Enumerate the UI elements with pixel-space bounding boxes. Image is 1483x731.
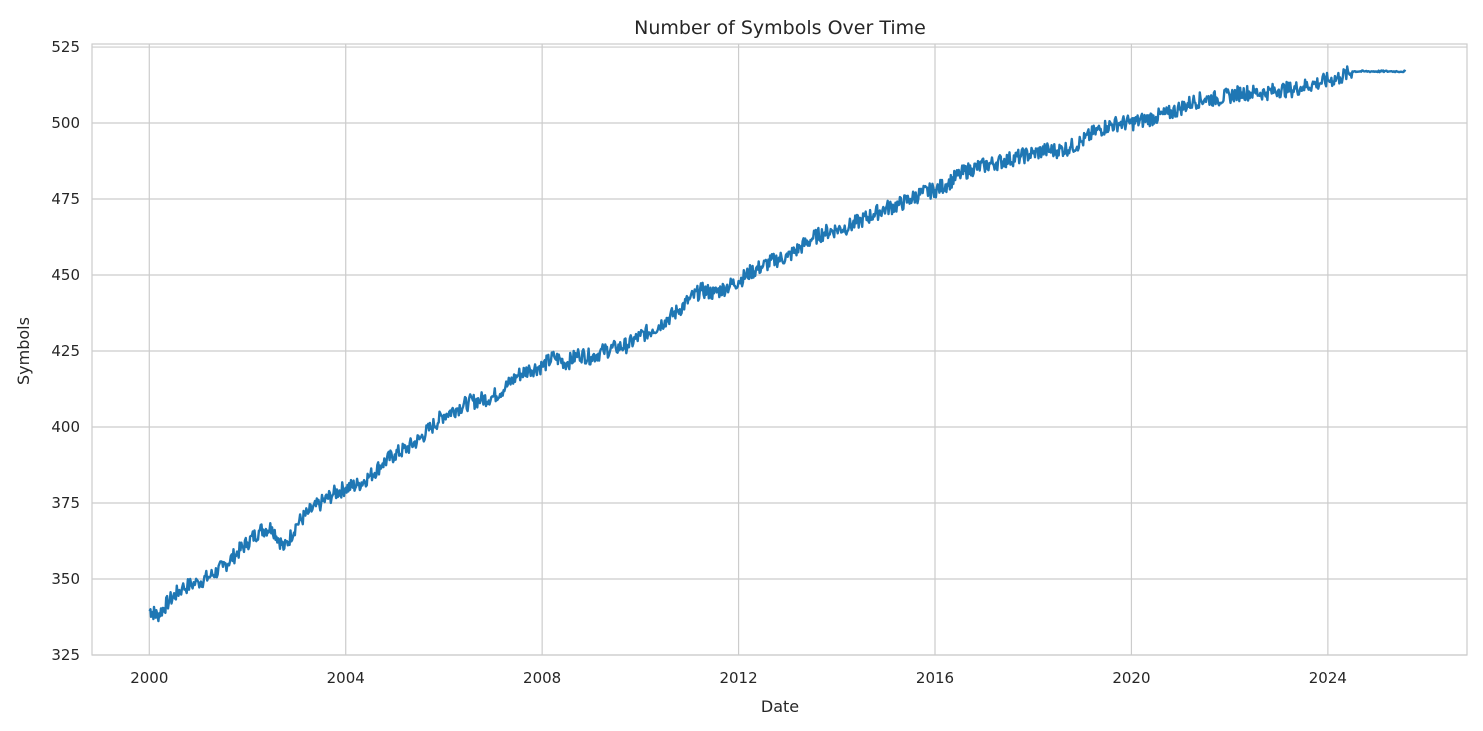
x-tick-label: 2024: [1309, 669, 1347, 687]
y-tick-label: 500: [51, 114, 80, 132]
y-tick-label: 450: [51, 266, 80, 284]
y-tick-label: 400: [51, 418, 80, 436]
x-tick-label: 2004: [327, 669, 365, 687]
y-axis-ticks: 325 350 375 400 425 450 475 500 525: [51, 38, 80, 664]
x-tick-label: 2012: [719, 669, 757, 687]
x-tick-label: 2008: [523, 669, 561, 687]
series-line: [148, 65, 1407, 623]
y-tick-label: 475: [51, 190, 80, 208]
y-tick-label: 325: [51, 646, 80, 664]
x-axis-label: Date: [761, 697, 799, 716]
x-tick-label: 2000: [130, 669, 168, 687]
grid: [92, 44, 1467, 656]
y-axis-label: Symbols: [14, 317, 33, 385]
x-tick-label: 2020: [1112, 669, 1150, 687]
x-axis-ticks: 2000 2004 2008 2012 2016 2020 2024: [130, 669, 1347, 687]
x-tick-label: 2016: [916, 669, 954, 687]
plot-area-frame: [91, 43, 1468, 656]
chart-title: Number of Symbols Over Time: [634, 17, 926, 39]
y-tick-label: 525: [51, 38, 80, 56]
y-tick-label: 375: [51, 494, 80, 512]
y-tick-label: 425: [51, 342, 80, 360]
y-tick-label: 350: [51, 570, 80, 588]
